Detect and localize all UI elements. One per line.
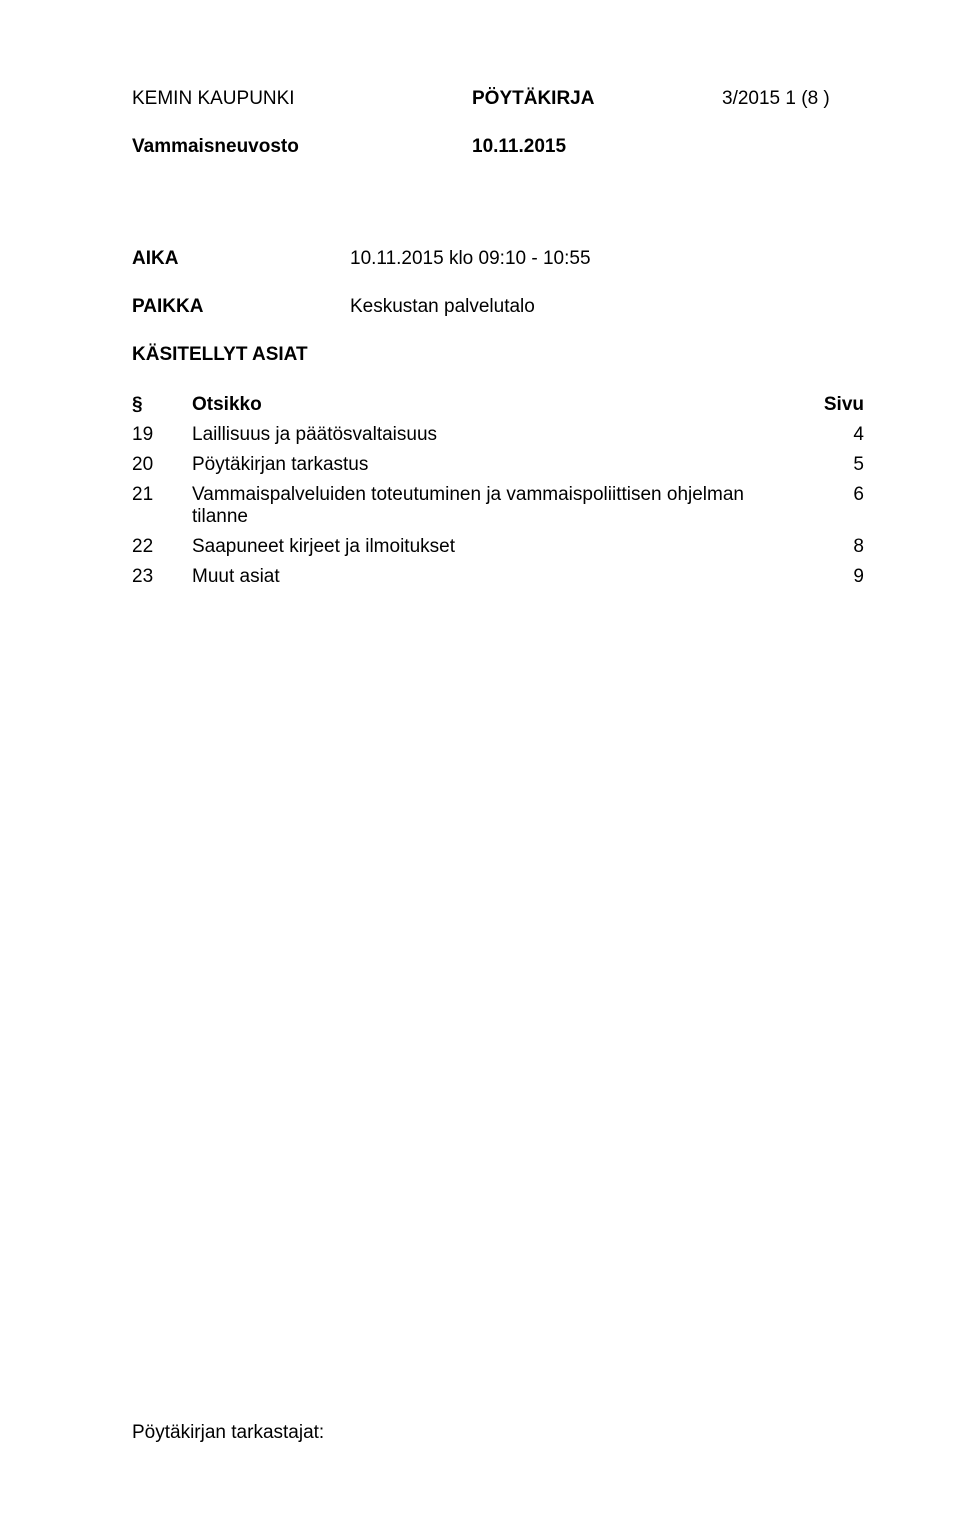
toc-row-page: 9 bbox=[814, 566, 864, 588]
toc-row: 21 Vammaispalveluiden toteutuminen ja va… bbox=[132, 484, 864, 528]
footer-text: Pöytäkirjan tarkastajat: bbox=[132, 1422, 324, 1444]
toc-row: 23 Muut asiat 9 bbox=[132, 566, 864, 588]
toc-header-page: Sivu bbox=[814, 394, 864, 416]
subheader-date: 10.11.2015 bbox=[472, 136, 864, 158]
toc-header-sym: § bbox=[132, 394, 192, 416]
toc-row-sym: 19 bbox=[132, 424, 192, 446]
meta-aika-label: AIKA bbox=[132, 248, 350, 270]
toc-row-title: Muut asiat bbox=[192, 566, 814, 588]
meta-aika-value: 10.11.2015 klo 09:10 - 10:55 bbox=[350, 248, 864, 270]
toc-row-sym: 22 bbox=[132, 536, 192, 558]
toc-header-title: Otsikko bbox=[192, 394, 814, 416]
section-heading: KÄSITELLYT ASIAT bbox=[132, 344, 864, 366]
toc-row-page: 4 bbox=[814, 424, 864, 446]
toc-header-row: § Otsikko Sivu bbox=[132, 394, 864, 416]
toc-row-sym: 20 bbox=[132, 454, 192, 476]
header-org: KEMIN KAUPUNKI bbox=[132, 88, 472, 110]
toc-row-page: 6 bbox=[814, 484, 864, 506]
header-row: KEMIN KAUPUNKI PÖYTÄKIRJA 3/2015 1 (8 ) bbox=[132, 88, 864, 110]
toc-row: 22 Saapuneet kirjeet ja ilmoitukset 8 bbox=[132, 536, 864, 558]
meta-aika-row: AIKA 10.11.2015 klo 09:10 - 10:55 bbox=[132, 248, 864, 270]
subheader-body: Vammaisneuvosto bbox=[132, 136, 472, 158]
toc-row-title: Laillisuus ja päätösvaltaisuus bbox=[192, 424, 814, 446]
meta-paikka-value: Keskustan palvelutalo bbox=[350, 296, 864, 318]
page: KEMIN KAUPUNKI PÖYTÄKIRJA 3/2015 1 (8 ) … bbox=[0, 0, 960, 1518]
toc: § Otsikko Sivu 19 Laillisuus ja päätösva… bbox=[132, 394, 864, 588]
toc-row-title: Pöytäkirjan tarkastus bbox=[192, 454, 814, 476]
meta-paikka-label: PAIKKA bbox=[132, 296, 350, 318]
meta-paikka-row: PAIKKA Keskustan palvelutalo bbox=[132, 296, 864, 318]
subheader-row: Vammaisneuvosto 10.11.2015 bbox=[132, 136, 864, 158]
toc-row-title: Saapuneet kirjeet ja ilmoitukset bbox=[192, 536, 814, 558]
header-doctype: PÖYTÄKIRJA bbox=[472, 88, 712, 110]
toc-row-sym: 21 bbox=[132, 484, 192, 506]
toc-row-page: 8 bbox=[814, 536, 864, 558]
toc-row-title: Vammaispalveluiden toteutuminen ja vamma… bbox=[192, 484, 814, 528]
header-pageref: 3/2015 1 (8 ) bbox=[722, 88, 864, 110]
toc-row: 19 Laillisuus ja päätösvaltaisuus 4 bbox=[132, 424, 864, 446]
toc-row-page: 5 bbox=[814, 454, 864, 476]
toc-row: 20 Pöytäkirjan tarkastus 5 bbox=[132, 454, 864, 476]
toc-row-sym: 23 bbox=[132, 566, 192, 588]
